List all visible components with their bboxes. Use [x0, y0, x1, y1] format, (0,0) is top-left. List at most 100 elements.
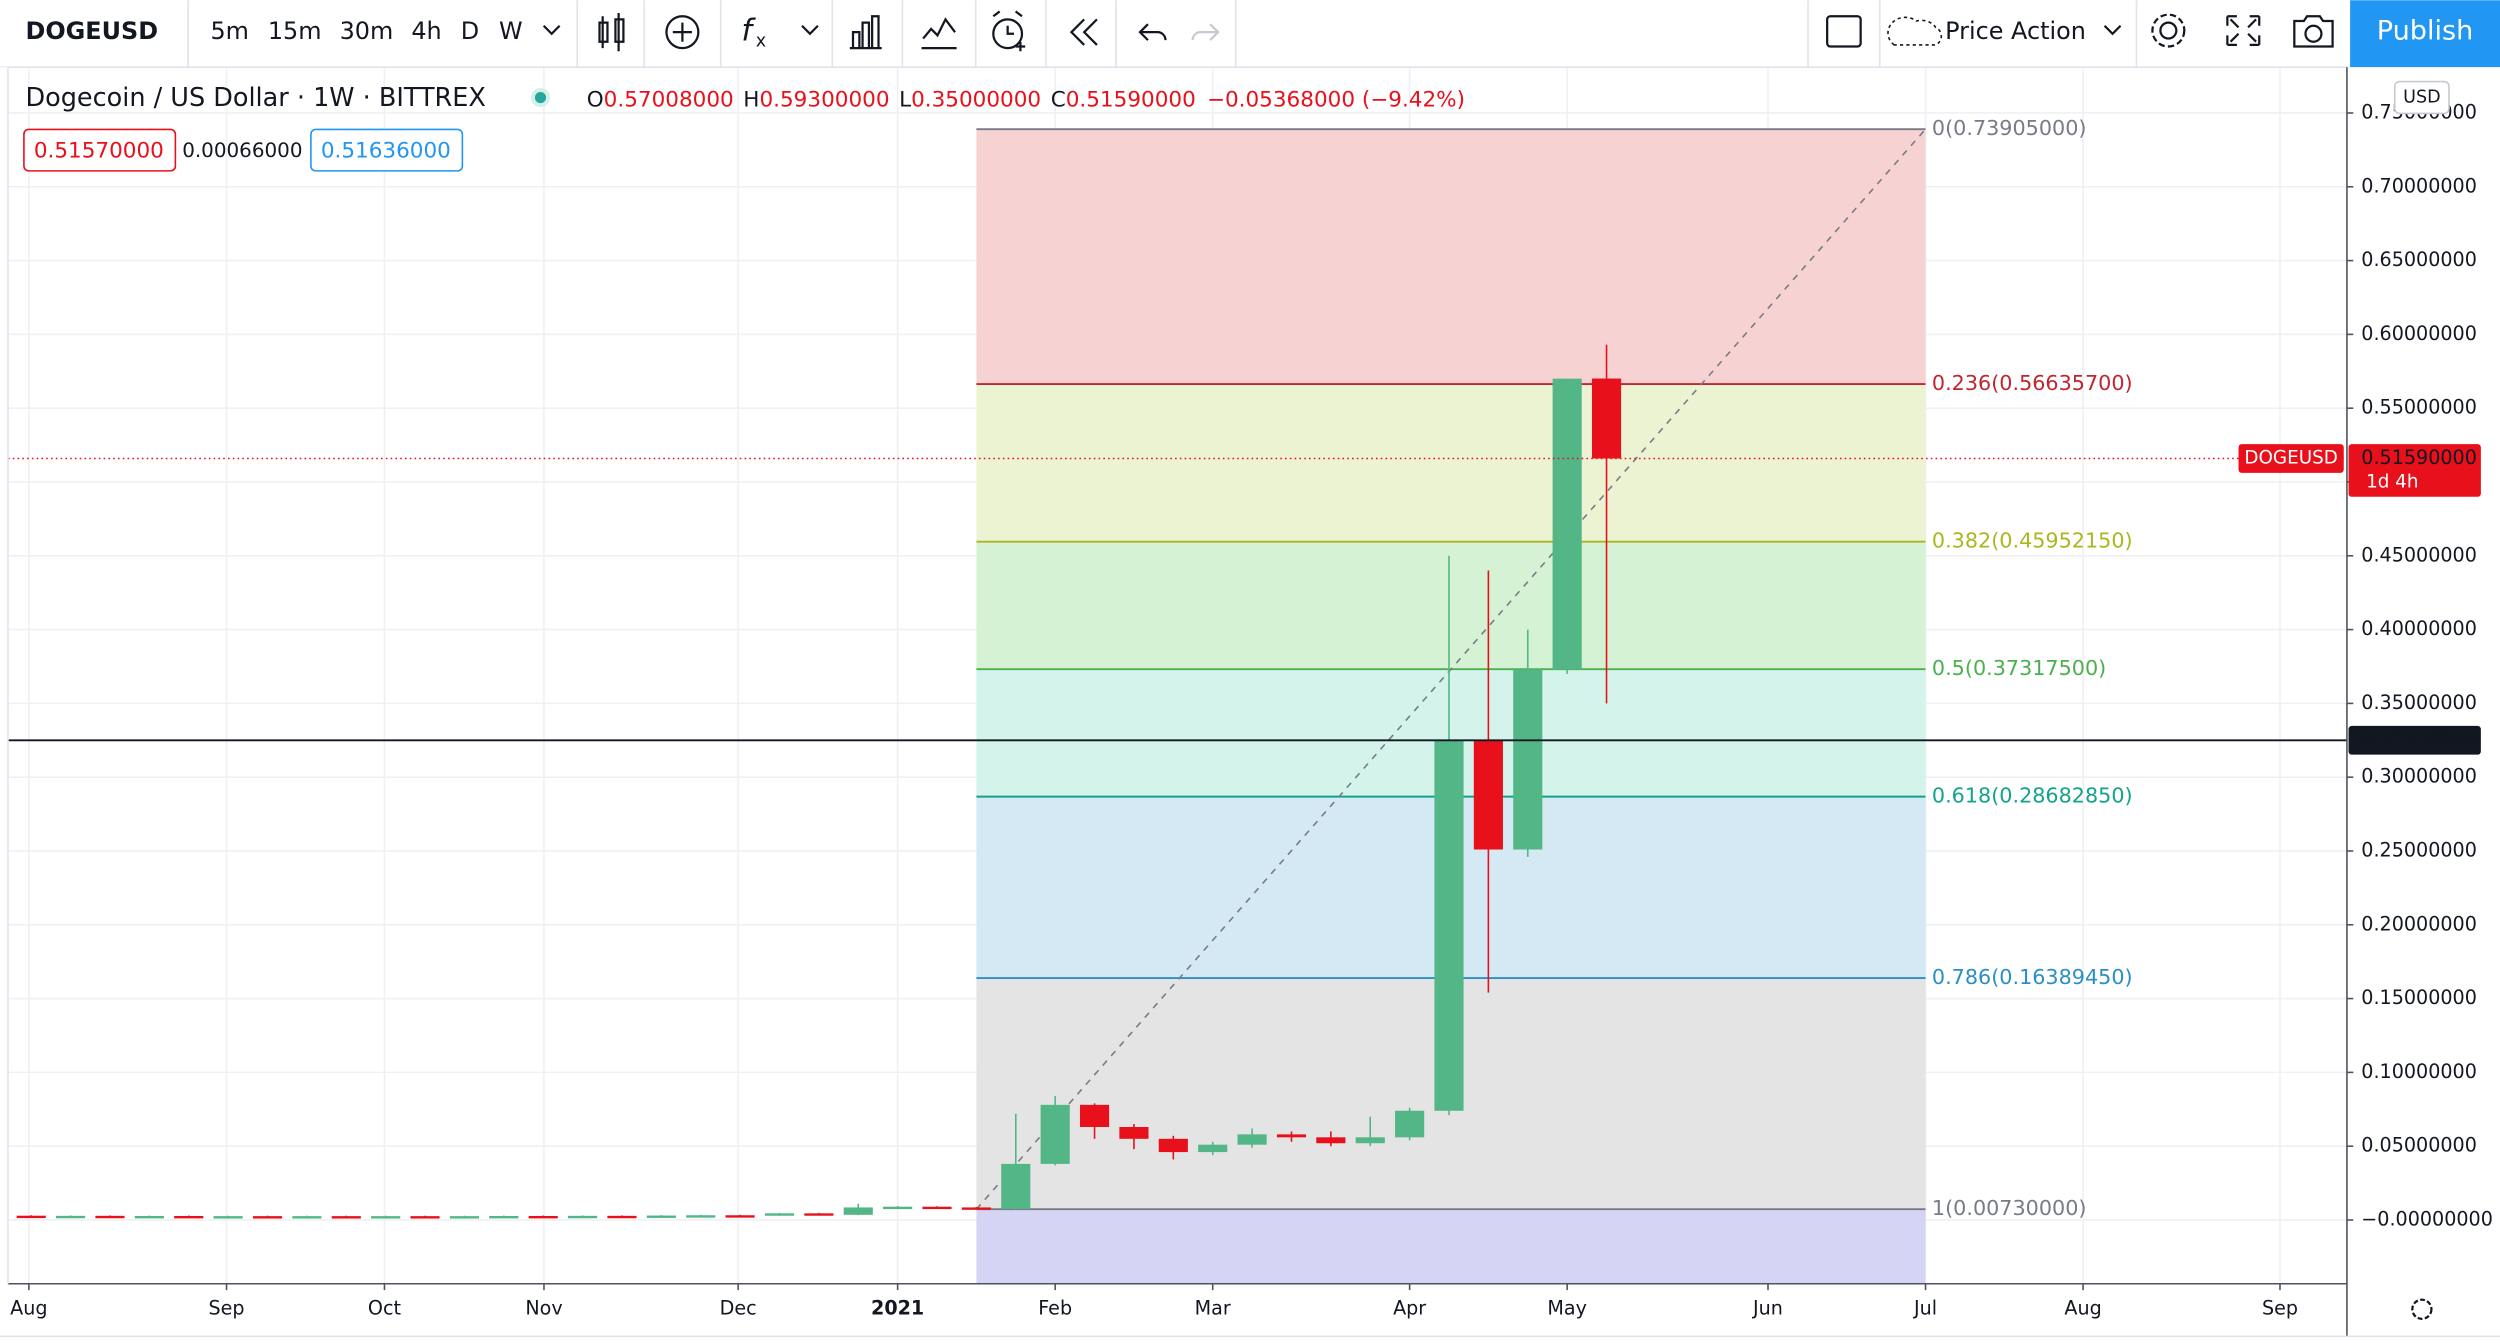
interval[interactable]: W	[499, 17, 523, 45]
candle-body	[174, 1215, 204, 1219]
x-tick-label: May	[1547, 1297, 1587, 1320]
interval[interactable]: 5m	[210, 17, 249, 45]
dropdown-icon[interactable]	[801, 24, 819, 36]
last-price-box	[2348, 444, 2481, 497]
candle-body	[1513, 669, 1543, 850]
change: −0.05368000 (−9.42%)	[1207, 88, 1465, 113]
fib-label: 0(0.73905000)	[1932, 116, 2087, 140]
fib-zone	[976, 541, 1926, 670]
candle-body	[449, 1216, 479, 1219]
y-tick-label: 0.10000000	[2361, 1060, 2477, 1083]
fib-zone	[976, 129, 1926, 385]
dropdown-icon[interactable]	[2103, 24, 2122, 36]
fib-zone	[976, 384, 1926, 542]
fib-label: 0.5(0.37317500)	[1932, 656, 2106, 680]
candle-body	[1316, 1137, 1346, 1144]
layout-icon[interactable]	[1826, 15, 1862, 48]
candles-icon[interactable]	[598, 13, 625, 52]
candle-body	[331, 1216, 361, 1219]
candle-body	[568, 1215, 598, 1219]
symbol[interactable]: DOGEUSD	[26, 17, 159, 45]
x-tick-label: Sep	[209, 1297, 245, 1320]
template-name[interactable]: Price Action	[1945, 17, 2086, 45]
ask-box[interactable]	[310, 128, 464, 172]
candle-body	[1079, 1104, 1110, 1127]
candle-body	[607, 1215, 637, 1219]
fib-label: 0.236(0.56635700)	[1932, 371, 2133, 395]
candle-body	[1591, 378, 1622, 459]
last-price-symbol: DOGEUSD	[2244, 448, 2337, 469]
candle-body	[489, 1215, 519, 1219]
y-tick-label: 0.35000000	[2361, 691, 2477, 714]
currency-box	[2393, 80, 2450, 115]
settings-icon[interactable]	[2159, 21, 2178, 40]
redo-icon[interactable]	[1191, 23, 1220, 41]
undo-icon[interactable]	[1138, 23, 1167, 41]
axis-settings-icon[interactable]	[2411, 1298, 2433, 1320]
candle-body	[961, 1207, 991, 1210]
instrument-title: Dogecoin / US Dollar · 1W · BITTREX	[26, 83, 486, 113]
y-tick-label: 0.15000000	[2361, 986, 2477, 1009]
candle-body	[1355, 1137, 1385, 1144]
candle-body	[1119, 1126, 1149, 1139]
publish-label[interactable]: Publish	[2377, 16, 2474, 47]
x-tick-label: Aug	[10, 1297, 47, 1320]
x-tick-label: Nov	[525, 1297, 562, 1320]
candle-body	[725, 1215, 755, 1218]
candle-body	[292, 1216, 322, 1219]
interval[interactable]: D	[461, 17, 479, 45]
x-tick-label: Mar	[1195, 1297, 1231, 1320]
candle-body	[1473, 740, 1503, 850]
interval[interactable]: 30m	[340, 17, 394, 45]
cloud-icon[interactable]	[1887, 16, 1943, 46]
candle-body	[1276, 1134, 1307, 1138]
x-tick-label: Apr	[1393, 1297, 1426, 1320]
x-tick-label: Oct	[368, 1297, 402, 1320]
candle-body	[883, 1206, 913, 1210]
fullscreen-icon[interactable]	[2226, 15, 2261, 47]
ask[interactable]: 0.51636000	[321, 139, 451, 164]
candle-body	[764, 1213, 795, 1216]
replay-icon[interactable]	[1069, 18, 1098, 46]
dropdown-icon[interactable]	[542, 24, 561, 36]
interval[interactable]: 15m	[268, 17, 322, 45]
h-key: H	[743, 88, 759, 113]
y-tick-label: 0.05000000	[2361, 1134, 2477, 1157]
fib-trend-line	[975, 128, 1927, 1210]
o-value: 0.57008000	[604, 88, 734, 113]
snapshot-icon[interactable]	[2293, 15, 2334, 48]
hline-label: 0.32500000	[2361, 728, 2477, 751]
publish-button[interactable]	[2350, 0, 2500, 68]
o-key: O	[587, 88, 604, 113]
fib-label: 0.786(0.16389450)	[1932, 965, 2133, 989]
y-tick-label: 0.25000000	[2361, 838, 2477, 861]
y-tick-label: 0.45000000	[2361, 543, 2477, 566]
plot: 0(0.73905000) 0.236(0.56635700) 0.382(0.45…	[7, 67, 2347, 1284]
candle-body	[134, 1215, 164, 1219]
ideas-icon[interactable]	[921, 17, 957, 50]
candle-body	[1434, 740, 1464, 1111]
candle-body	[1198, 1144, 1228, 1153]
currency: USD	[2403, 88, 2440, 108]
candle-body	[56, 1215, 86, 1219]
x-tick-label: Sep	[2262, 1297, 2298, 1320]
financials-icon[interactable]	[849, 15, 882, 50]
hline-box	[2348, 725, 2481, 755]
spread: 0.00066000	[182, 139, 302, 162]
price-axis-bg	[2346, 67, 2500, 1286]
svg-text:x: x	[756, 32, 766, 52]
bid-box[interactable]	[23, 128, 177, 172]
alert-icon[interactable]	[992, 18, 1024, 50]
h-value: 0.59300000	[759, 88, 889, 113]
interval[interactable]: 4h	[411, 17, 441, 45]
candle-body	[686, 1215, 716, 1218]
bid[interactable]: 0.51570000	[34, 139, 164, 164]
candle-body	[1395, 1110, 1425, 1138]
candle-body	[410, 1216, 440, 1219]
candle-body	[1237, 1134, 1267, 1145]
legend: Dogecoin / US Dollar · 1W · BITTREX O0.5…	[23, 83, 1465, 172]
x-tick-label: 2021	[871, 1297, 924, 1320]
compare-icon[interactable]	[665, 15, 700, 50]
